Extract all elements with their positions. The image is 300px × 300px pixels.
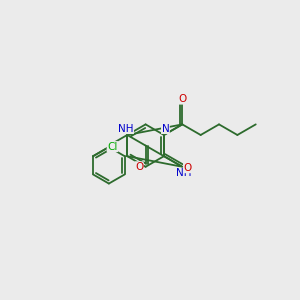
Text: O: O [184, 163, 192, 173]
Text: O: O [135, 162, 143, 172]
Text: Cl: Cl [107, 142, 118, 152]
Text: NH: NH [176, 168, 191, 178]
Text: NH: NH [118, 124, 134, 134]
Text: N: N [161, 124, 169, 134]
Text: O: O [178, 94, 186, 104]
